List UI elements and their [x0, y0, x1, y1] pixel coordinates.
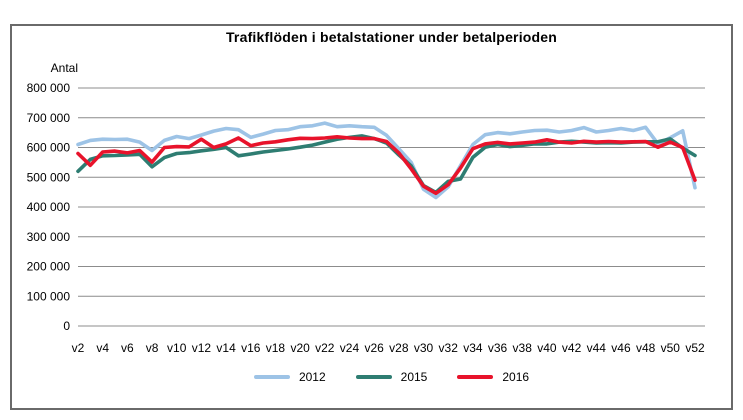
- x-tick-label: v22: [315, 341, 335, 355]
- legend-label: 2016: [502, 370, 530, 384]
- y-tick-label: 100 000: [27, 289, 71, 303]
- x-tick-label: v36: [488, 341, 508, 355]
- x-tick-label: v48: [636, 341, 656, 355]
- x-tick-label: v40: [537, 341, 557, 355]
- y-tick-label: 300 000: [27, 230, 71, 244]
- x-tick-label: v26: [364, 341, 384, 355]
- y-tick-label: 600 000: [27, 141, 71, 155]
- x-tick-label: v10: [167, 341, 187, 355]
- legend-item-2015: 2015: [355, 370, 428, 384]
- chart-title: Trafikflöden i betalstationer under beta…: [225, 29, 558, 45]
- x-tick-label: v8: [146, 341, 159, 355]
- x-tick-label: v50: [661, 341, 681, 355]
- legend-marker-2015: [355, 375, 392, 379]
- x-tick-label: v6: [121, 341, 134, 355]
- series-line-2016: [76, 135, 697, 196]
- x-tick-label: v24: [340, 341, 360, 355]
- x-tick-label: v44: [587, 341, 607, 355]
- y-tick-label: 0: [63, 319, 70, 333]
- legend-label: 2012: [298, 370, 326, 384]
- y-tick-label: 200 000: [27, 260, 71, 274]
- x-tick-label: v42: [562, 341, 582, 355]
- chart-legend: 2012 2015 2016: [78, 370, 705, 384]
- series-line-2012: [76, 121, 697, 200]
- x-tick-label: v18: [266, 341, 286, 355]
- x-tick-label: v52: [685, 341, 705, 355]
- legend-marker-2016: [457, 375, 494, 379]
- y-axis-title: Antal: [50, 61, 78, 75]
- x-tick-label: v38: [513, 341, 533, 355]
- y-tick-label: 700 000: [27, 111, 71, 125]
- legend-item-2012: 2012: [253, 370, 326, 384]
- x-tick-label: v16: [241, 341, 261, 355]
- x-tick-label: v4: [96, 341, 109, 355]
- legend-label: 2015: [400, 370, 428, 384]
- x-tick-label: v28: [389, 341, 409, 355]
- series-line-2015: [76, 134, 697, 195]
- x-tick-label: v14: [216, 341, 236, 355]
- x-tick-label: v30: [414, 341, 434, 355]
- y-tick-label: 400 000: [27, 200, 71, 214]
- y-tick-label: 500 000: [27, 170, 71, 184]
- y-tick-label: 800 000: [27, 81, 71, 95]
- x-tick-label: v34: [463, 341, 483, 355]
- legend-item-2016: 2016: [457, 370, 529, 384]
- x-tick-label: v46: [611, 341, 631, 355]
- x-tick-label: v32: [439, 341, 459, 355]
- x-tick-label: v2: [72, 341, 85, 355]
- x-tick-label: v20: [290, 341, 310, 355]
- legend-marker-2012: [253, 375, 290, 379]
- x-tick-label: v12: [192, 341, 212, 355]
